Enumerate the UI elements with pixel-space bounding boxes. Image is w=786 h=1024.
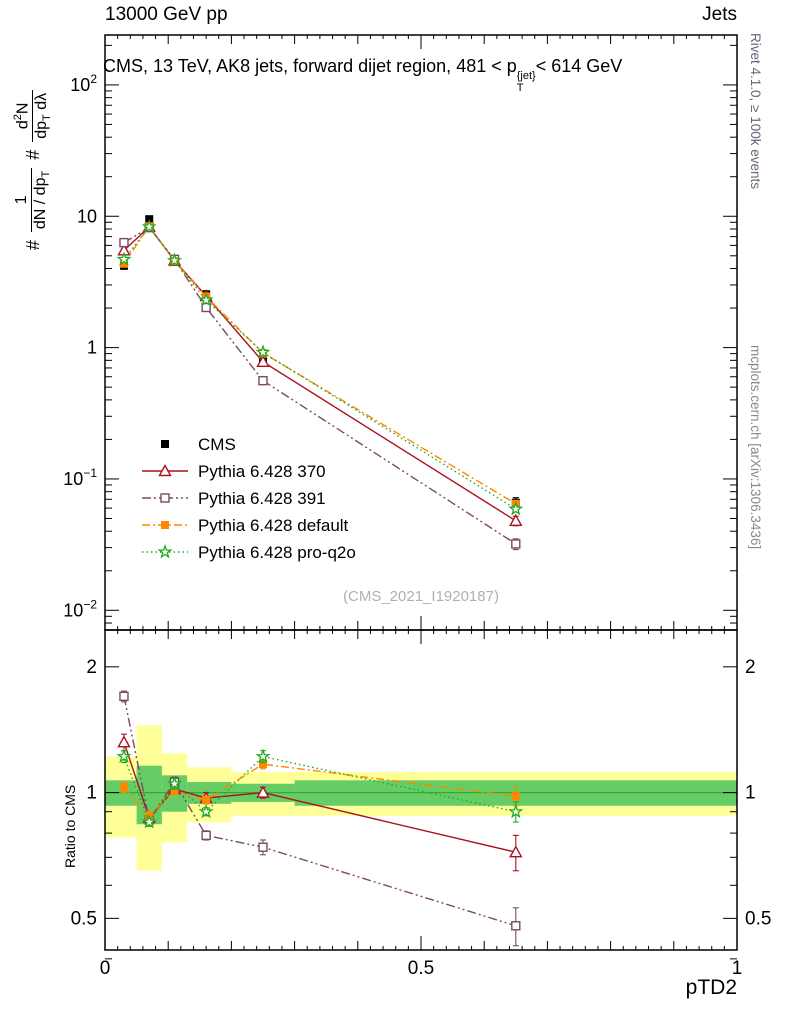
main-series-pythia-6-428-pro-q2o [116, 218, 524, 516]
title-text: CMS, 13 TeV, AK8 jets, forward dijet reg… [103, 56, 517, 76]
legend-item-pythia-6-428-391: Pythia 6.428 391 [142, 489, 326, 508]
fraction-1: 1 dN / dpT [12, 167, 53, 233]
svg-text:0.5: 0.5 [745, 908, 771, 929]
svg-text:Pythia 6.428 default: Pythia 6.428 default [198, 516, 349, 535]
svg-text:0.5: 0.5 [71, 908, 97, 929]
legend-item-pythia-6-428-370: Pythia 6.428 370 [142, 462, 326, 481]
pt-jet-supsub: {jet} T [516, 70, 536, 94]
fraction-2: d2N dpT dλ [11, 89, 55, 142]
legend: CMS Pythia 6.428 370 Pythia 6.428 391 Pythi… [142, 435, 356, 562]
ratio-y-axis-label: Ratio to CMS [62, 784, 78, 868]
tick-marks [104, 35, 738, 960]
svg-text:10−1: 10−1 [63, 466, 97, 489]
ratio-series-pythia-6-428-pro-q2o [116, 748, 524, 829]
axis-tick-labels: 10−2 10−1 1 10 102 0.5 0.5 1 1 2 2 0 0.5 1 [63, 72, 771, 979]
legend-item-cms: CMS [161, 435, 236, 454]
svg-text:1: 1 [745, 783, 756, 804]
rivet-version-label: Rivet 4.1.0, ≥ 100k events [748, 33, 763, 189]
analysis-id-watermark: (CMS_2021_I1920187) [343, 588, 499, 605]
svg-text:2: 2 [745, 657, 756, 678]
svg-text:2: 2 [86, 657, 97, 678]
legend-item-pythia-6-428-default: Pythia 6.428 default [142, 516, 349, 535]
svg-text:CMS: CMS [198, 435, 236, 454]
legend-item-pythia-6-428-pro-q2o: Pythia 6.428 pro-q2o [142, 543, 356, 562]
svg-text:102: 102 [70, 72, 97, 95]
mcplots-credit-label: mcplots.cern.ch [arXiv:1306.3436] [748, 345, 763, 550]
plot-title: CMS, 13 TeV, AK8 jets, forward dijet reg… [103, 56, 623, 94]
main-y-axis-label: # 1 dN / dpT # d2N dpT dλ [6, 35, 60, 305]
svg-text:0: 0 [100, 958, 111, 979]
svg-text:Pythia 6.428 391: Pythia 6.428 391 [198, 489, 326, 508]
svg-text:Pythia 6.428 370: Pythia 6.428 370 [198, 462, 326, 481]
x-axis-label: pTD2 [685, 976, 737, 999]
hash-symbol: # [22, 149, 43, 160]
svg-text:1: 1 [86, 783, 97, 804]
hash-symbol: # [22, 240, 43, 251]
svg-text:Pythia 6.428 pro-q2o: Pythia 6.428 pro-q2o [198, 543, 356, 562]
svg-text:10−2: 10−2 [63, 597, 97, 620]
svg-text:1: 1 [87, 338, 97, 358]
svg-text:10: 10 [77, 206, 97, 226]
analysis-topic-label: Jets [702, 4, 737, 25]
beam-energy-label: 13000 GeV pp [105, 4, 228, 25]
svg-text:1: 1 [732, 958, 743, 979]
svg-text:0.5: 0.5 [408, 958, 434, 979]
